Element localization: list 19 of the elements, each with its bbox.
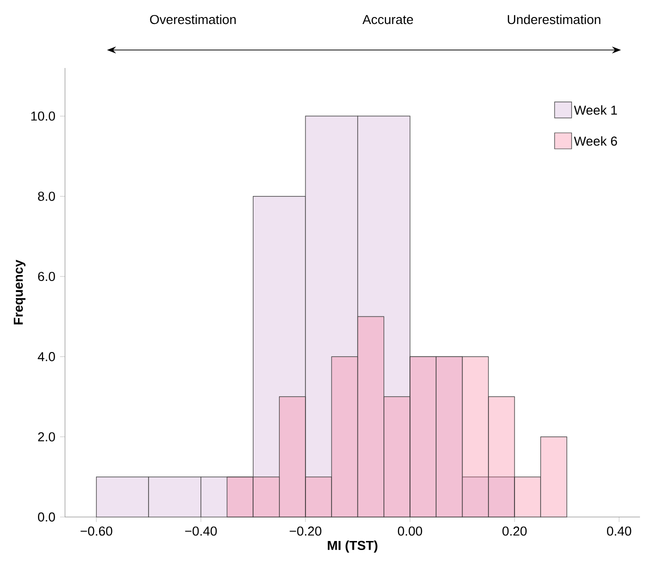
x-tick-label: −0.20	[290, 526, 322, 536]
x-tick-label: −0.40	[185, 526, 217, 536]
y-tick-label: 0.0	[38, 512, 55, 522]
x-tick-label: 0.00	[398, 526, 422, 536]
y-tick-label: 8.0	[38, 192, 55, 201]
legend-label: Week 1	[574, 105, 617, 115]
text: Overestimation	[150, 14, 236, 24]
x-tick-label: −0.60	[80, 526, 112, 536]
x-tick-label: 0.20	[502, 526, 527, 536]
y-tick-label: 10.0	[31, 112, 55, 121]
text: Accurate	[362, 15, 413, 24]
y-tick-label: 6.0	[38, 272, 55, 282]
y-tick-label: 2.0	[38, 432, 55, 442]
y-axis-title: Frequency	[14, 260, 26, 324]
y-tick-label: 4.0	[38, 352, 55, 362]
x-axis-title: MI (TST)	[328, 540, 378, 553]
text: Underestimation	[508, 14, 600, 24]
x-tick-label: 0.40	[606, 526, 632, 536]
legend-label: Week 6	[574, 136, 618, 146]
